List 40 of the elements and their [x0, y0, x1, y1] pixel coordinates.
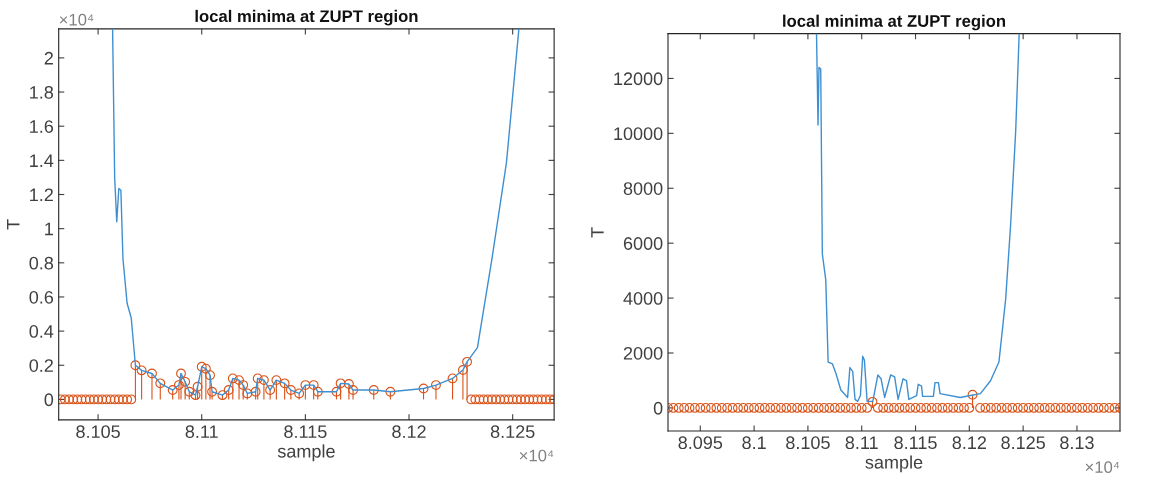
- text: ×10⁴: [59, 13, 94, 26]
- y-tick-label: 1.4: [30, 154, 54, 167]
- y-tick-label: 0.6: [29, 290, 54, 304]
- y-axis-title: T: [7, 219, 20, 230]
- x-tick-label: 8.115: [284, 425, 327, 439]
- x-tick-label: 8.105: [786, 436, 830, 450]
- y-tick-label: 1.6: [30, 120, 54, 133]
- y-tick-label: 1.8: [30, 85, 54, 99]
- y-tick-label: 8000: [623, 182, 663, 195]
- y-tick-label: 10000: [614, 127, 663, 141]
- x-tick-label: 8.115: [894, 436, 937, 450]
- y-tick-label: 0: [44, 393, 54, 407]
- x-axis-title: sample: [277, 444, 335, 462]
- chart-title: local minima at ZUPT region: [195, 9, 418, 26]
- x-tick-label: 8.12: [952, 436, 986, 450]
- y-tick-label: 1.2: [30, 188, 53, 202]
- x-tick-label: 8.11: [845, 436, 878, 450]
- y-tick-label: 0.4: [29, 325, 54, 338]
- x-tick-label: 8.11: [185, 425, 218, 439]
- y-tick-label: 0.2: [29, 359, 53, 372]
- x-tick-label: 8.13: [1060, 436, 1094, 450]
- chart-title: local minima at ZUPT region: [783, 14, 1006, 31]
- y-tick-label: 2000: [623, 346, 663, 360]
- x-tick-label: 8.125: [490, 425, 535, 439]
- x-tick-label: 8.125: [1001, 436, 1045, 450]
- y-tick-label: 0.8: [29, 256, 54, 270]
- x-axis-title: sample: [865, 455, 923, 473]
- y-tick-label: 2: [44, 51, 53, 65]
- y-axis-title: T: [591, 227, 604, 238]
- x-tick-label: 8.105: [76, 425, 120, 439]
- text: ×10⁴: [519, 449, 554, 462]
- y-tick-label: 1: [45, 222, 53, 236]
- y-tick-label: 4000: [623, 292, 663, 305]
- text: ×10⁴: [1085, 461, 1120, 474]
- y-tick-label: 0: [653, 401, 663, 415]
- x-tick-label: 8.12: [392, 425, 426, 439]
- y-tick-label: 12000: [614, 72, 663, 86]
- y-tick-label: 6000: [623, 237, 663, 250]
- x-tick-label: 8.1: [742, 436, 766, 450]
- x-tick-label: 8.095: [678, 436, 723, 450]
